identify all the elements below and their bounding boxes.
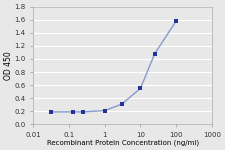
Y-axis label: OD 450: OD 450 xyxy=(4,51,13,80)
X-axis label: Recombinant Protein Concentration (ng/ml): Recombinant Protein Concentration (ng/ml… xyxy=(47,139,199,146)
